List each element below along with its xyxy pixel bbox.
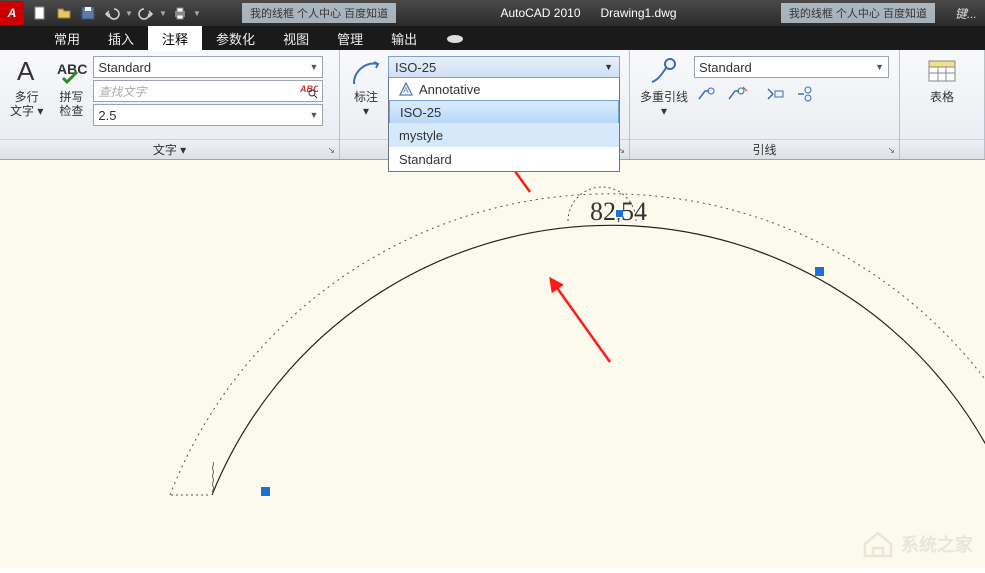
ribbon: A 多行 文字 ▾ ABC 拼写 检查 Standard▼ 查找文字ABC 2.… — [0, 50, 985, 160]
mleader-button[interactable]: 多重引线 ▾ — [634, 54, 694, 121]
watermark: 系统之家 — [861, 530, 973, 558]
leader-remove-button[interactable] — [724, 82, 752, 106]
app-title: AutoCAD 2010 — [500, 6, 580, 20]
leader-align-button[interactable] — [762, 82, 790, 106]
dialog-launcher-icon[interactable]: ↘ — [887, 145, 895, 156]
grip-handle[interactable] — [616, 210, 623, 217]
panel-text: A 多行 文字 ▾ ABC 拼写 检查 Standard▼ 查找文字ABC 2.… — [0, 50, 340, 159]
grip-handle[interactable] — [815, 267, 824, 276]
panel-table-title — [900, 139, 984, 159]
svg-text:ABC: ABC — [57, 61, 87, 77]
grip-handle[interactable] — [261, 487, 270, 496]
table-icon — [926, 56, 958, 88]
find-icon[interactable]: ABC — [300, 82, 318, 101]
qat-more-drop[interactable]: ▼ — [192, 9, 202, 18]
spellcheck-button[interactable]: ABC 拼写 检查 — [49, 54, 93, 121]
arc-dotted — [170, 194, 985, 495]
mleaderstyle-combo[interactable]: Standard▼ — [694, 56, 889, 78]
dimension-button[interactable]: 标注 ▾ — [344, 54, 388, 121]
dimstyle-option-mystyle[interactable]: mystyle — [389, 123, 619, 147]
menu-common[interactable]: 常用 — [40, 26, 94, 51]
textstyle-combo[interactable]: Standard▼ — [93, 56, 323, 78]
keyword-hint[interactable]: 键... — [955, 5, 977, 22]
panel-leader-title[interactable]: 引线↘ — [630, 139, 899, 159]
qat-save-icon[interactable] — [76, 2, 100, 24]
dimstyle-option-standard[interactable]: Standard — [389, 147, 619, 171]
menu-manage[interactable]: 管理 — [323, 26, 377, 51]
scribble-mark — [212, 462, 213, 494]
textheight-combo[interactable]: 2.5▼ — [93, 104, 323, 126]
mtext-button[interactable]: A 多行 文字 ▾ — [4, 54, 49, 121]
mtext-icon: A — [11, 56, 43, 88]
qat-redo-icon[interactable] — [134, 2, 158, 24]
arc-solid[interactable] — [212, 225, 985, 495]
mleader-icon — [648, 56, 680, 88]
browser-tab-2[interactable]: 我的线框 个人中心 百度知道 — [781, 3, 935, 23]
panel-table: 表格 — [900, 50, 985, 159]
panel-dimension: 标注 ▾ ISO-25▼ AAnnotative ISO-25 mystyle … — [340, 50, 630, 159]
dimstyle-option-annotative[interactable]: AAnnotative — [389, 77, 619, 101]
dimstyle-option-iso25[interactable]: ISO-25 — [389, 100, 619, 124]
browser-tab-1[interactable]: 我的线框 个人中心 百度知道 — [242, 3, 396, 23]
qat-open-icon[interactable] — [52, 2, 76, 24]
panel-leader: 多重引线 ▾ Standard▼ 引线↘ — [630, 50, 900, 159]
svg-text:A: A — [17, 56, 35, 86]
dimstyle-combo[interactable]: ISO-25▼ — [388, 56, 620, 78]
app-logo[interactable]: A — [0, 1, 24, 25]
menu-parametric[interactable]: 参数化 — [202, 26, 269, 51]
menu-view[interactable]: 视图 — [269, 26, 323, 51]
menu-bar: 常用 插入 注释 参数化 视图 管理 输出 — [0, 26, 985, 50]
menu-cloud-icon[interactable] — [441, 30, 469, 46]
panel-text-title[interactable]: 文字 ▾↘ — [0, 139, 339, 159]
menu-output[interactable]: 输出 — [377, 26, 431, 51]
title-center: AutoCAD 2010 Drawing1.dwg — [396, 6, 781, 20]
dimstyle-dropdown: ISO-25▼ AAnnotative ISO-25 mystyle Stand… — [388, 56, 620, 172]
qat-redo-drop[interactable]: ▼ — [158, 9, 168, 18]
dimension-icon — [350, 56, 382, 88]
menu-annotate[interactable]: 注释 — [148, 26, 202, 51]
svg-text:A: A — [403, 86, 409, 95]
qat-print-icon[interactable] — [168, 2, 192, 24]
doc-title: Drawing1.dwg — [601, 6, 677, 20]
leader-collect-button[interactable] — [792, 82, 820, 106]
table-button[interactable]: 表格 — [920, 54, 964, 106]
qat-undo-drop[interactable]: ▼ — [124, 9, 134, 18]
qat-undo-icon[interactable] — [100, 2, 124, 24]
title-bar: A ▼ ▼ ▼ 我的线框 个人中心 百度知道 AutoCAD 2010 Draw… — [0, 0, 985, 26]
spellcheck-icon: ABC — [55, 56, 87, 88]
qat-new-icon[interactable] — [28, 2, 52, 24]
drawing-canvas[interactable]: 82,54 — [0, 160, 985, 568]
leader-add-button[interactable] — [694, 82, 722, 106]
dialog-launcher-icon[interactable]: ↘ — [327, 145, 335, 156]
findtext-input[interactable]: 查找文字ABC — [93, 80, 323, 102]
menu-insert[interactable]: 插入 — [94, 26, 148, 51]
